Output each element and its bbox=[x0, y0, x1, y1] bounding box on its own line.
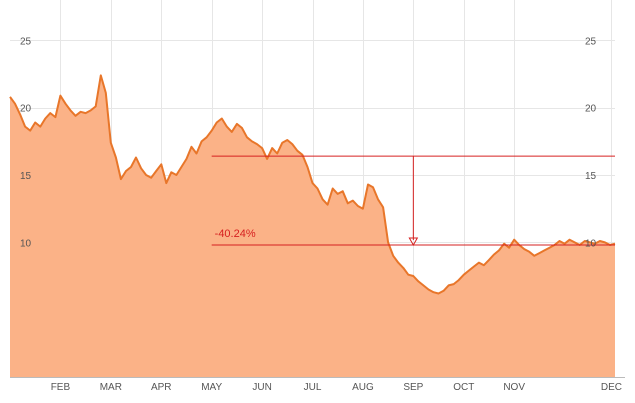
price-area bbox=[9, 74, 616, 378]
change-annotation: -40.24% bbox=[211, 155, 615, 247]
y-tick-label-right-20: 20 bbox=[585, 104, 597, 115]
x-tick-label-oct: OCT bbox=[453, 382, 474, 393]
x-tick-label-jun: JUN bbox=[252, 382, 271, 393]
x-tick-label-jul: JUL bbox=[304, 382, 322, 393]
annotation-arrow-head-icon bbox=[408, 237, 419, 247]
y-tick-label-left-25: 25 bbox=[20, 36, 32, 47]
x-tick-label-feb: FEB bbox=[51, 382, 71, 393]
x-tick-label-sep: SEP bbox=[403, 382, 423, 393]
price-line bbox=[9, 74, 616, 295]
x-tick-label-mar: MAR bbox=[100, 382, 122, 393]
y-tick-label-right-15: 15 bbox=[585, 171, 597, 182]
x-tick-label-apr: APR bbox=[151, 382, 172, 393]
x-tick-label-may: MAY bbox=[201, 382, 222, 393]
y-tick-label-left-10: 10 bbox=[20, 238, 32, 249]
y-tick-label-right-10: 10 bbox=[585, 238, 597, 249]
x-tick-label-dec: DEC bbox=[601, 382, 622, 393]
axes: 10 10 15 15 20 20 25 25 FEB MAR APR MAY JUN JUL AUG SEP… bbox=[10, 36, 625, 393]
x-tick-label-nov: NOV bbox=[503, 382, 525, 393]
y-tick-label-left-20: 20 bbox=[20, 104, 32, 115]
annotation-label: -40.24% bbox=[215, 228, 256, 240]
price-area-fill bbox=[10, 75, 615, 378]
x-tick-label-aug: AUG bbox=[352, 382, 374, 393]
y-tick-label-right-25: 25 bbox=[585, 36, 597, 47]
y-tick-label-left-15: 15 bbox=[20, 171, 32, 182]
